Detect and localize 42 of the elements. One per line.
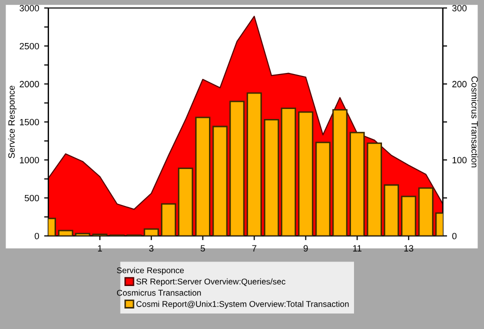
- bar: [58, 230, 74, 236]
- text: Service Responce: [116, 267, 184, 275]
- bar: [315, 142, 331, 236]
- bar: [212, 126, 228, 236]
- x-tick-label: 1: [98, 245, 102, 252]
- bar: [418, 187, 434, 236]
- bar: [195, 116, 210, 236]
- y2-tick-label: 0: [452, 232, 457, 240]
- y2-tick-label: 100: [452, 156, 467, 164]
- legend-label: Cosmi Report@Unix1:System Overview:Total Transaction: [136, 300, 349, 309]
- bar: [264, 118, 280, 236]
- x-tick-label: 7: [252, 245, 256, 252]
- bar: [280, 108, 296, 236]
- x-tick-label: 13: [404, 245, 414, 252]
- x-tick-label: 11: [353, 245, 362, 252]
- y-tick-label: 1000: [20, 156, 40, 164]
- bar: [246, 92, 262, 236]
- bar: [178, 168, 194, 236]
- y-tick-label: 1500: [20, 118, 40, 126]
- bar: [229, 100, 245, 236]
- y2-tick-label: 300: [452, 4, 467, 12]
- bar: [401, 196, 416, 236]
- bar: [144, 228, 159, 236]
- bar: [350, 132, 365, 236]
- x-tick-label: 3: [149, 245, 154, 252]
- y2-tick-label: 200: [452, 80, 467, 88]
- y-tick-label: 2500: [20, 42, 40, 50]
- y-tick-label: 2000: [20, 80, 40, 88]
- y-tick-label: 500: [24, 194, 40, 202]
- bar: [298, 111, 314, 236]
- bar: [366, 142, 382, 236]
- x-tick-label: 9: [304, 245, 308, 252]
- legend-label: SR Report:Server Overview:Queries/sec: [136, 278, 286, 286]
- x-tick-label: 5: [200, 245, 205, 252]
- y-tick-label: 3000: [20, 4, 40, 12]
- y-axis-title: Service Responce: [8, 86, 17, 158]
- bar: [384, 184, 399, 236]
- bar: [160, 203, 176, 236]
- bar: [332, 109, 348, 236]
- text: Cosmicrus Transaction: [116, 290, 201, 296]
- y2-axis-title: Cosmicrus Transaction: [471, 76, 478, 168]
- y-tick-label: 0: [34, 232, 40, 240]
